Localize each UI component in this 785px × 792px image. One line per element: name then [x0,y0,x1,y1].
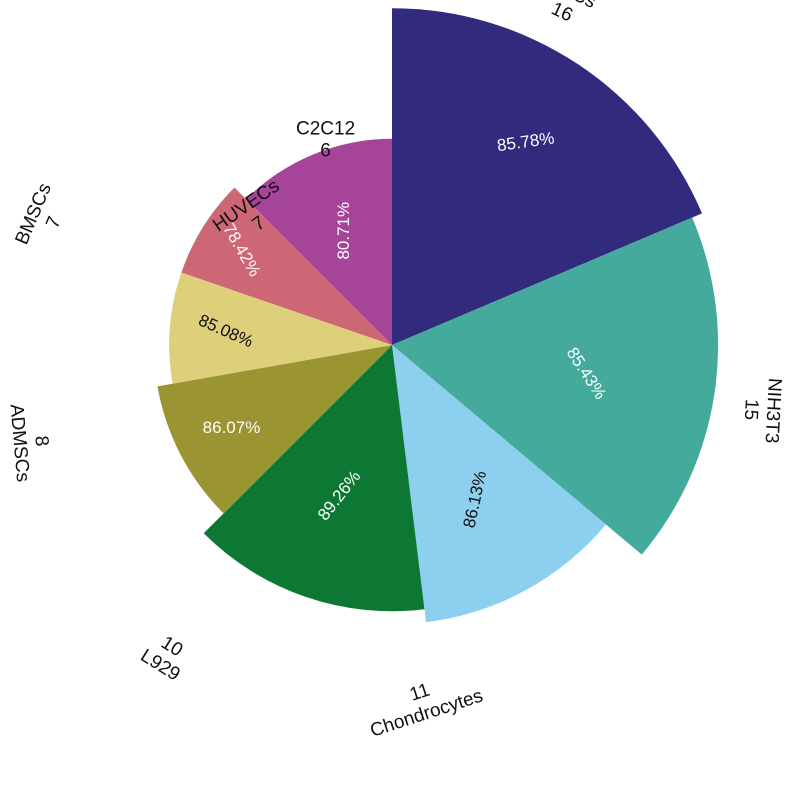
sector-bmscs [169,272,392,384]
category-count: 6 [320,141,331,162]
category-name: ADMSCs [5,403,33,483]
category-label-mscs: MSCs16 [543,0,599,26]
sector-nih3t3 [392,217,719,555]
sector-admscs [157,345,392,514]
sector-chondrocytes [392,345,606,623]
category-name: C2C12 [296,119,355,140]
value-label-c2c12: 80.71% [334,202,353,260]
category-count: 7 [42,214,65,232]
value-label-admscs: 86.07% [203,418,261,437]
sector-layer [157,8,719,623]
category-count: 15 [740,398,762,420]
category-name: BMSCs [11,180,55,247]
sector-huvecs [181,187,392,345]
sector-l929 [203,345,425,612]
category-name: NIH3T3 [761,377,785,443]
category-count: 8 [30,435,52,447]
sector-c2c12 [246,138,392,345]
sector-mscs [392,8,703,345]
